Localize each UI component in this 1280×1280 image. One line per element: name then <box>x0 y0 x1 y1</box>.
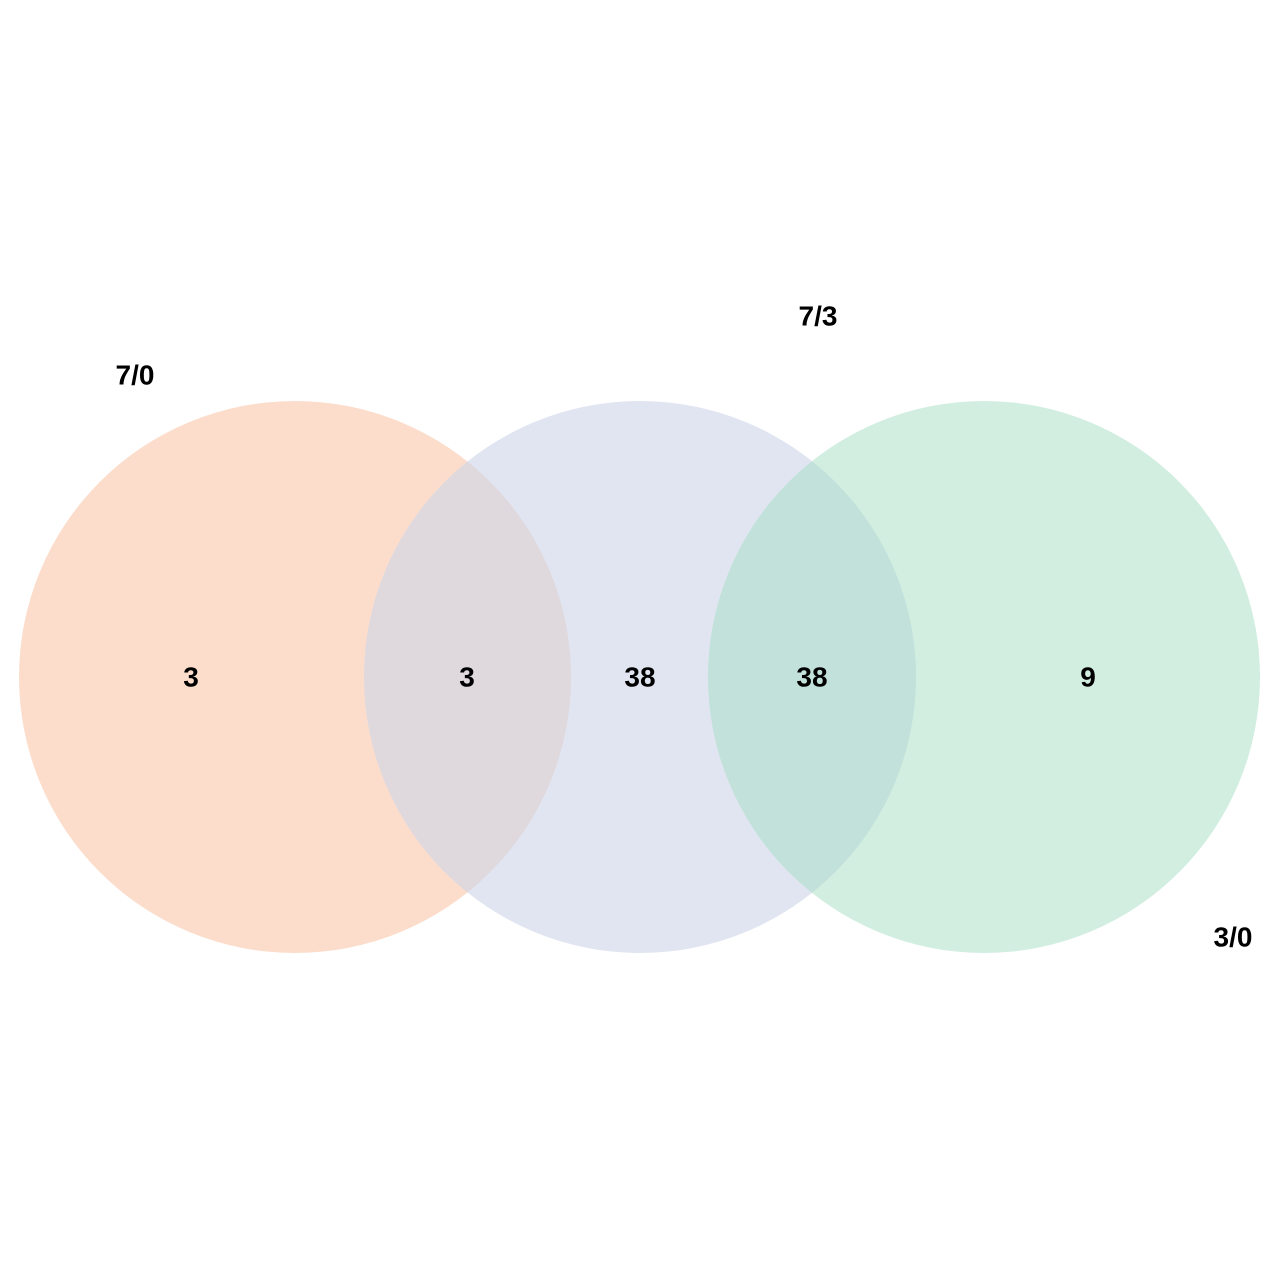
count-only-7-0: 3 <box>183 661 199 692</box>
set-label-7-0: 7/0 <box>116 359 155 390</box>
overlap-7-3-and-3-0 <box>708 401 916 953</box>
count-7-3-and-3-0: 38 <box>796 661 827 692</box>
count-7-0-and-7-3: 3 <box>459 661 475 692</box>
set-label-3-0: 3/0 <box>1214 921 1253 952</box>
overlap-7-0-and-7-3 <box>364 401 571 953</box>
count-only-3-0: 9 <box>1080 661 1096 692</box>
set-label-7-3: 7/3 <box>799 300 838 331</box>
count-only-7-3: 38 <box>624 661 655 692</box>
